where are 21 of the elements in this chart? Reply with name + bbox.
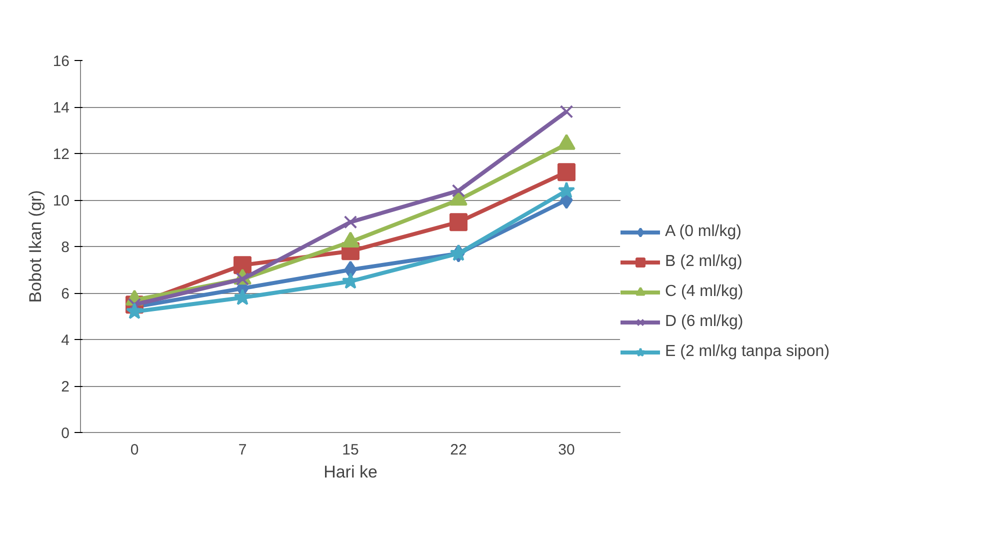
- x-tick-label: 22: [450, 442, 467, 458]
- y-tick-label: 4: [61, 332, 70, 349]
- legend-label: A (0 ml/kg): [665, 223, 742, 241]
- y-tick-label: 12: [52, 146, 70, 163]
- x-tick-label: 15: [342, 442, 359, 458]
- x-tick-label: 0: [130, 442, 139, 458]
- y-tick-label: 0: [61, 425, 70, 442]
- y-tick-label: 10: [52, 192, 70, 210]
- legend-label: D (6 ml/kg): [665, 313, 744, 331]
- y-tick-label: 14: [52, 100, 70, 116]
- x-tick-label: 30: [558, 442, 575, 458]
- y-axis-title: Bobot Ikan (gr): [26, 190, 45, 303]
- y-tick-label: 2: [61, 378, 70, 396]
- legend-label: B (2 ml/kg): [665, 253, 742, 271]
- legend-label: E (2 ml/kg tanpa sipon): [665, 343, 830, 361]
- x-tick-label: 7: [238, 442, 247, 458]
- y-tick-label: 6: [61, 286, 70, 302]
- x-axis-title: Hari ke: [324, 462, 378, 482]
- legend-label: C (4 ml/kg): [665, 283, 744, 301]
- y-tick-label: 8: [61, 239, 70, 256]
- y-tick-label: 16: [52, 53, 70, 70]
